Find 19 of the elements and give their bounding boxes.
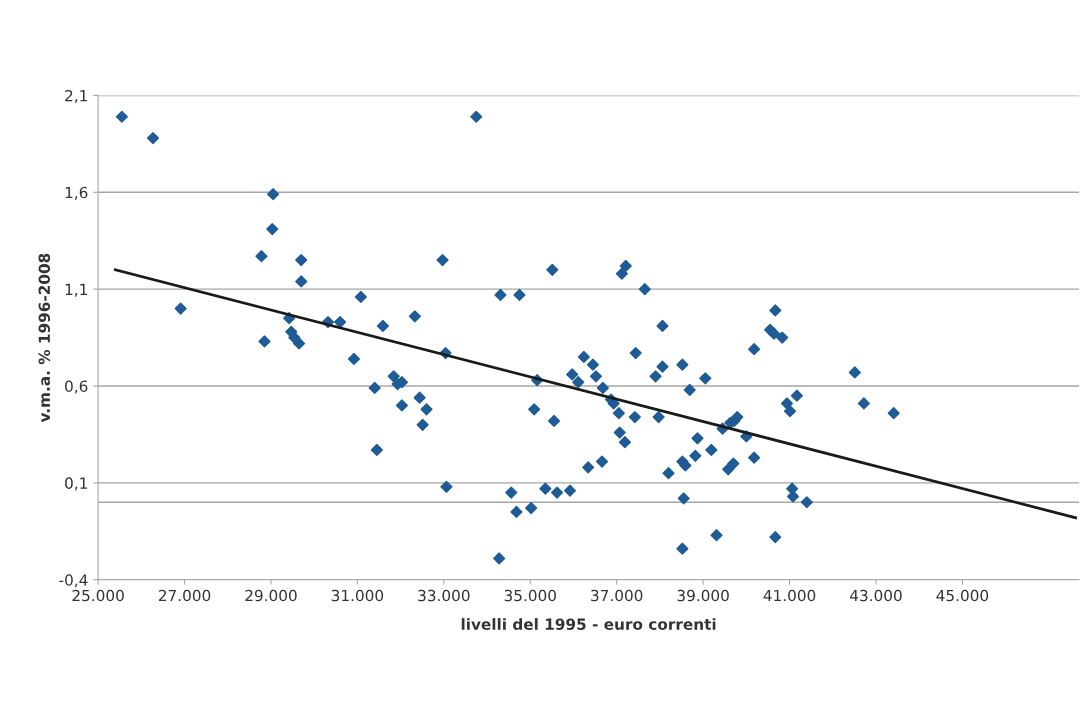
x-tick-label: 37.000 [591, 589, 643, 602]
x-tick-label: 45.000 [936, 589, 989, 602]
y-tick-label: 0,1 [65, 477, 87, 491]
y-tick-label: 1,1 [65, 283, 87, 297]
y-tick-label: 2,1 [65, 89, 87, 104]
x-tick-label: 41.000 [763, 589, 816, 602]
y-tick-label: 0,6 [65, 380, 88, 394]
y-tick-label: 1,6 [65, 186, 88, 200]
x-tick-label: 31.000 [331, 589, 384, 602]
x-axis-title: livelli del 1995 - euro correnti [461, 618, 716, 630]
x-tick-label: 29.000 [245, 589, 297, 602]
x-tick-label: 27.000 [158, 589, 211, 602]
y-tick-label: -0,4 [59, 574, 88, 588]
x-tick-label: 35.000 [504, 589, 556, 602]
x-tick-label: 43.000 [850, 589, 902, 602]
x-tick-label: 25.000 [72, 589, 124, 602]
y-axis-title: v.m.a. % 1996-2008 [38, 253, 51, 423]
x-tick-label: 39.000 [677, 589, 729, 602]
x-tick-label: 33.000 [418, 589, 470, 602]
